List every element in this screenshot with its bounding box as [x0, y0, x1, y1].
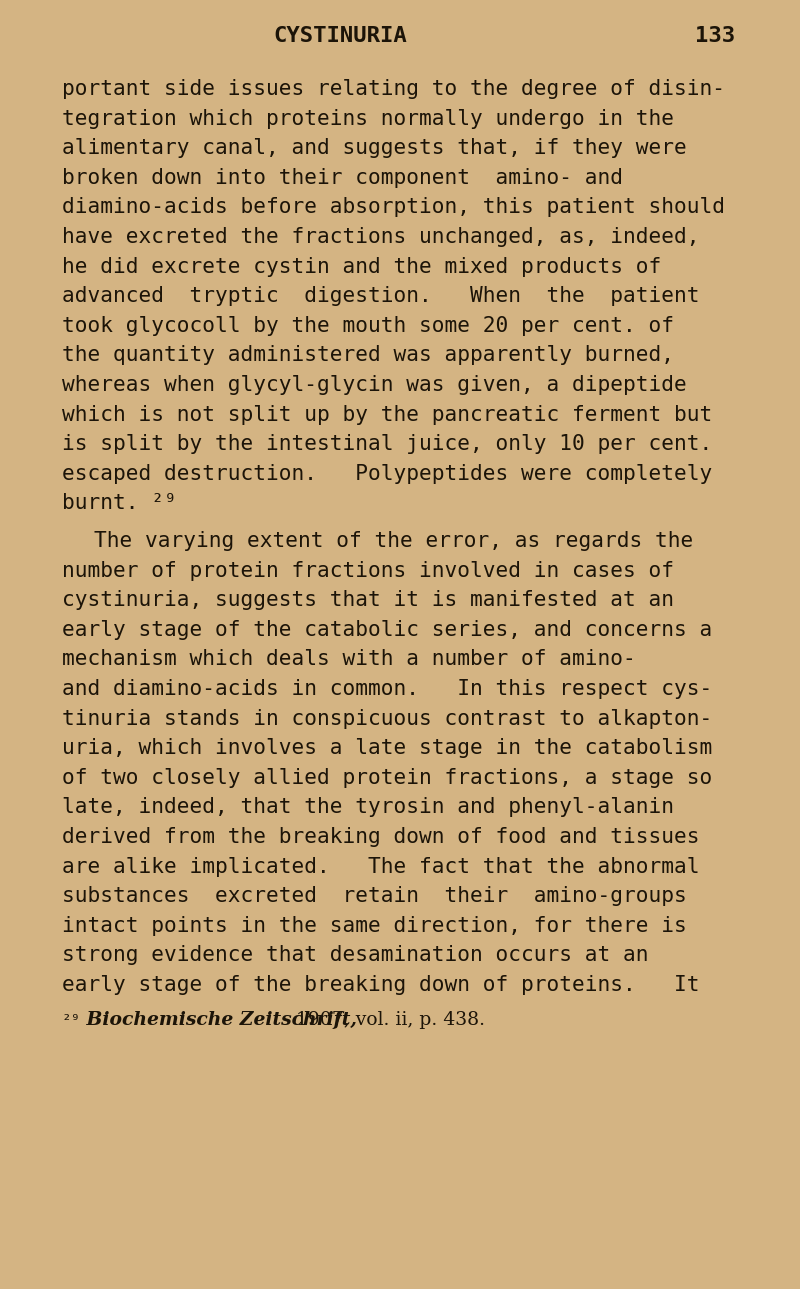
- Text: portant side issues relating to the degree of disin-: portant side issues relating to the degr…: [62, 79, 725, 99]
- Text: intact points in the same direction, for there is: intact points in the same direction, for…: [62, 915, 686, 936]
- Text: 1907, vol. ii, p. 438.: 1907, vol. ii, p. 438.: [290, 1011, 485, 1029]
- Text: late, indeed, that the tyrosin and phenyl-alanin: late, indeed, that the tyrosin and pheny…: [62, 798, 674, 817]
- Text: tinuria stands in conspicuous contrast to alkapton-: tinuria stands in conspicuous contrast t…: [62, 709, 712, 728]
- Text: uria, which involves a late stage in the catabolism: uria, which involves a late stage in the…: [62, 739, 712, 758]
- Text: is split by the intestinal juice, only 10 per cent.: is split by the intestinal juice, only 1…: [62, 434, 712, 454]
- Text: which is not split up by the pancreatic ferment but: which is not split up by the pancreatic …: [62, 405, 712, 424]
- Text: and diamino-acids in common.   In this respect cys-: and diamino-acids in common. In this res…: [62, 679, 712, 699]
- Text: he did excrete cystin and the mixed products of: he did excrete cystin and the mixed prod…: [62, 257, 662, 277]
- Text: substances  excreted  retain  their  amino-groups: substances excreted retain their amino-g…: [62, 887, 686, 906]
- Text: whereas when glycyl-glycin was given, a dipeptide: whereas when glycyl-glycin was given, a …: [62, 375, 686, 394]
- Text: advanced  tryptic  digestion.   When  the  patient: advanced tryptic digestion. When the pat…: [62, 286, 699, 307]
- Text: early stage of the breaking down of proteins.   It: early stage of the breaking down of prot…: [62, 974, 699, 995]
- Text: derived from the breaking down of food and tissues: derived from the breaking down of food a…: [62, 828, 699, 847]
- Text: ²⁹: ²⁹: [62, 1013, 82, 1027]
- Text: of two closely allied protein fractions, a stage so: of two closely allied protein fractions,…: [62, 768, 712, 788]
- Text: burnt. ²⁹: burnt. ²⁹: [62, 494, 177, 513]
- Text: CYSTINURIA: CYSTINURIA: [273, 26, 407, 46]
- Text: strong evidence that desamination occurs at an: strong evidence that desamination occurs…: [62, 945, 649, 965]
- Text: Biochemische Zeitschrift,: Biochemische Zeitschrift,: [80, 1011, 357, 1029]
- Text: number of protein fractions involved in cases of: number of protein fractions involved in …: [62, 561, 674, 580]
- Text: early stage of the catabolic series, and concerns a: early stage of the catabolic series, and…: [62, 620, 712, 639]
- Text: mechanism which deals with a number of amino-: mechanism which deals with a number of a…: [62, 650, 636, 669]
- Text: alimentary canal, and suggests that, if they were: alimentary canal, and suggests that, if …: [62, 138, 686, 159]
- Text: 133: 133: [695, 26, 735, 46]
- Text: have excreted the fractions unchanged, as, indeed,: have excreted the fractions unchanged, a…: [62, 227, 699, 247]
- Text: took glycocoll by the mouth some 20 per cent. of: took glycocoll by the mouth some 20 per …: [62, 316, 674, 336]
- Text: are alike implicated.   The fact that the abnormal: are alike implicated. The fact that the …: [62, 857, 699, 877]
- Text: the quantity administered was apparently burned,: the quantity administered was apparently…: [62, 345, 674, 365]
- Text: cystinuria, suggests that it is manifested at an: cystinuria, suggests that it is manifest…: [62, 590, 674, 610]
- Text: The varying extent of the error, as regards the: The varying extent of the error, as rega…: [94, 531, 694, 550]
- Text: broken down into their component  amino- and: broken down into their component amino- …: [62, 168, 623, 188]
- Text: diamino-acids before absorption, this patient should: diamino-acids before absorption, this pa…: [62, 197, 725, 218]
- Text: tegration which proteins normally undergo in the: tegration which proteins normally underg…: [62, 108, 674, 129]
- Text: escaped destruction.   Polypeptides were completely: escaped destruction. Polypeptides were c…: [62, 464, 712, 483]
